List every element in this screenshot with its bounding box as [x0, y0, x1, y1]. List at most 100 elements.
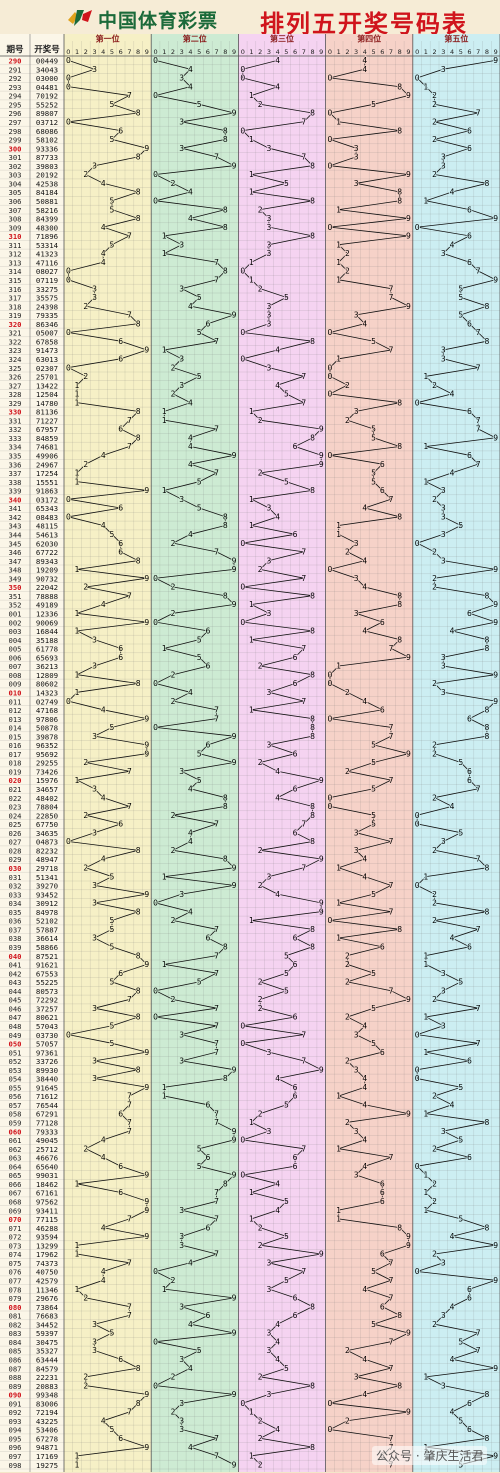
digit-marker: 4 [275, 1320, 280, 1329]
digit-header: 3 [354, 48, 358, 56]
digit-marker: 4 [362, 65, 367, 74]
digit-marker: 6 [380, 1250, 385, 1259]
digit-marker: 6 [118, 1434, 123, 1443]
digit-marker: 3 [179, 495, 184, 504]
digit-marker: 5 [458, 311, 463, 320]
digit-marker: 8 [484, 635, 489, 644]
digit-marker: 4 [450, 1100, 455, 1109]
issue-label: 307 [9, 206, 22, 215]
issue-label: 340 [9, 495, 22, 504]
digit-header: 4 [188, 48, 192, 56]
digit-marker: 0 [240, 1171, 245, 1180]
digit-marker: 3 [92, 1346, 97, 1355]
digit-marker: 2 [83, 1373, 88, 1382]
digit-marker: 5 [197, 749, 202, 758]
digit-marker: 1 [423, 872, 428, 881]
digit-marker: 8 [397, 1381, 402, 1390]
digit-marker: 6 [467, 767, 472, 776]
digit-marker: 9 [319, 425, 324, 434]
digit-marker: 4 [362, 1100, 367, 1109]
digit-marker: 6 [118, 653, 123, 662]
winning-number: 35575 [36, 294, 58, 303]
issue-label: 328 [9, 390, 22, 399]
digit-marker: 2 [432, 1320, 437, 1329]
digit-marker: 7 [214, 969, 219, 978]
digit-marker: 3 [266, 1346, 271, 1355]
digit-marker: 1 [249, 1188, 254, 1197]
issue-label: 044 [9, 987, 22, 996]
digit-marker: 2 [432, 574, 437, 583]
digit-marker: 4 [450, 240, 455, 249]
issue-label: 036 [9, 917, 22, 926]
digit-marker: 1 [249, 495, 254, 504]
digit-marker: 8 [484, 644, 489, 653]
digit-marker: 6 [467, 1285, 472, 1294]
digit-marker: 8 [223, 223, 228, 232]
issue-label: 022 [9, 794, 22, 803]
digit-marker: 1 [423, 477, 428, 486]
digit-marker: 8 [223, 521, 228, 530]
digit-header: 2 [171, 48, 175, 56]
winning-number: 90069 [36, 618, 58, 627]
issue-label: 343 [9, 522, 22, 531]
digit-marker: 2 [258, 469, 263, 478]
digit-marker: 3 [354, 1065, 359, 1074]
winning-number: 53406 [36, 1426, 58, 1435]
digit-marker: 0 [66, 267, 71, 276]
digit-marker: 5 [197, 293, 202, 302]
digit-marker: 0 [328, 135, 333, 144]
digit-marker: 9 [144, 1083, 149, 1092]
issue-label: 030 [9, 864, 22, 873]
winning-number: 30475 [36, 1338, 58, 1347]
digit-marker: 5 [371, 469, 376, 478]
issue-label: 073 [9, 1241, 22, 1250]
winning-number: 03712 [36, 118, 58, 127]
digit-marker: 3 [441, 486, 446, 495]
digit-marker: 0 [153, 170, 158, 179]
digit-marker: 1 [75, 1241, 80, 1250]
issue-label: 057 [9, 1101, 22, 1110]
digit-marker: 3 [441, 504, 446, 513]
digit-marker: 7 [476, 328, 481, 337]
digit-marker: 3 [441, 1311, 446, 1320]
digit-marker: 3 [92, 1057, 97, 1066]
digit-marker: 3 [441, 1021, 446, 1030]
digit-marker: 4 [188, 302, 193, 311]
digit-marker: 8 [310, 109, 315, 118]
winning-number: 52102 [36, 917, 58, 926]
digit-marker: 4 [275, 1337, 280, 1346]
digit-marker: 7 [214, 951, 219, 960]
winning-number: 91473 [36, 346, 58, 355]
digit-marker: 4 [188, 433, 193, 442]
winning-number: 67957 [36, 425, 58, 434]
winning-number: 36213 [36, 662, 58, 671]
issue-label: 333 [9, 434, 22, 443]
winning-number: 65693 [36, 653, 58, 662]
digit-marker: 3 [441, 662, 446, 671]
digit-marker: 1 [75, 776, 80, 785]
digit-marker: 8 [310, 1381, 315, 1390]
issue-label: 093 [9, 1417, 22, 1426]
lottery-logo-icon [68, 10, 92, 26]
issue-label: 352 [9, 601, 22, 610]
digit-marker: 9 [232, 451, 237, 460]
digit-marker: 1 [336, 899, 341, 908]
digit-marker: 7 [127, 1127, 132, 1136]
issue-label: 325 [9, 364, 22, 373]
digit-marker: 9 [493, 433, 498, 442]
digit-marker: 8 [484, 907, 489, 916]
digit-marker: 7 [127, 1100, 132, 1109]
digit-marker: 1 [162, 407, 167, 416]
issue-label: 066 [9, 1180, 22, 1189]
winning-number: 67278 [36, 1434, 58, 1443]
digit-marker: 0 [415, 223, 420, 232]
digit-marker: 9 [406, 1408, 411, 1417]
winning-number: 42579 [36, 1276, 58, 1285]
winning-number: 36614 [36, 934, 59, 943]
digit-marker: 0 [240, 1021, 245, 1030]
winning-number: 90732 [36, 574, 58, 583]
winning-number: 19209 [36, 566, 58, 575]
digit-marker: 3 [266, 872, 271, 881]
digit-marker: 0 [328, 679, 333, 688]
winning-number: 29255 [36, 759, 58, 768]
